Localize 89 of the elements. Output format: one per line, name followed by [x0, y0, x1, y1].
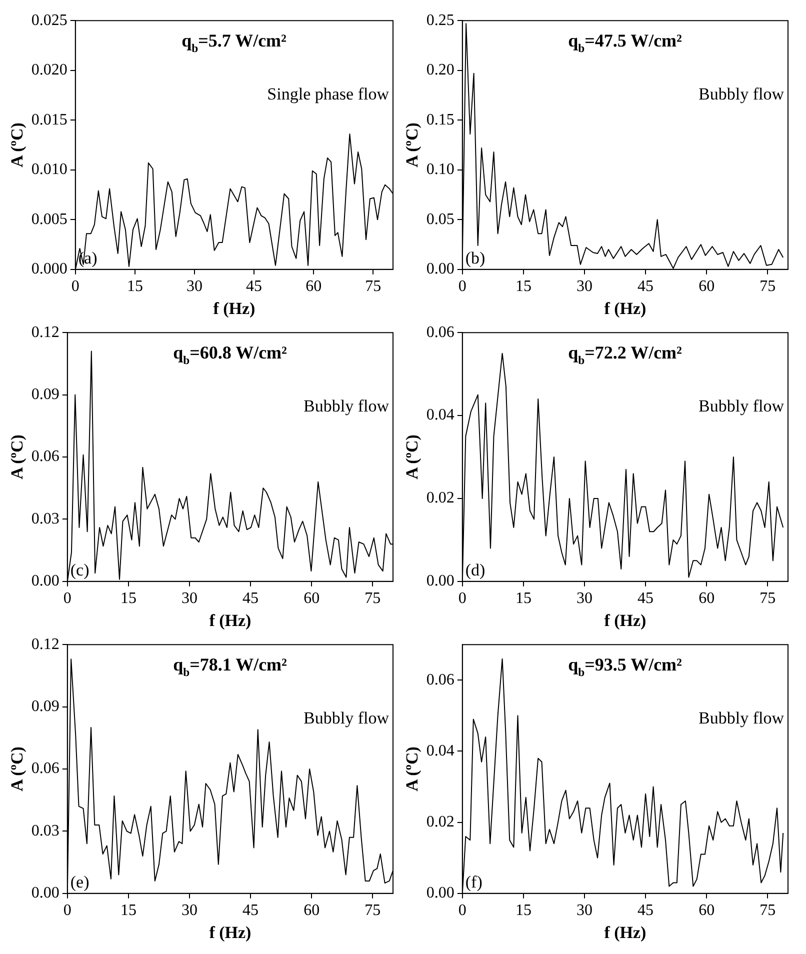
x-tick-label: 75: [365, 278, 382, 296]
x-tick-label: 75: [760, 902, 776, 920]
x-tick-label: 60: [698, 902, 715, 920]
y-tick-label: 0.03: [31, 510, 60, 528]
x-tick-label: 30: [576, 902, 592, 920]
x-axis-title: f (Hz): [604, 923, 646, 942]
annotation: (b): [465, 248, 486, 268]
y-tick-label: 0.00: [426, 572, 454, 590]
y-tick-label: 0.000: [31, 260, 68, 278]
x-tick-label: 45: [242, 590, 259, 608]
y-tick-label: 0.00: [426, 260, 454, 278]
annotation: Bubbly flow: [304, 708, 390, 728]
x-tick-label: 75: [364, 902, 381, 920]
y-tick-label: 0.12: [31, 324, 60, 341]
annotation: Bubbly flow: [698, 396, 785, 416]
x-tick-label: 75: [364, 590, 381, 608]
x-tick-label: 60: [306, 278, 322, 296]
annotation: (e): [70, 872, 90, 892]
x-axis-title: f (Hz): [213, 299, 256, 318]
x-axis-title: f (Hz): [604, 299, 646, 318]
y-axis-title: A (ºC): [402, 746, 422, 792]
x-tick-label: 15: [120, 902, 136, 920]
y-tick-label: 0.02: [426, 814, 454, 831]
y-tick-label: 0.010: [31, 161, 68, 178]
x-tick-label: 60: [304, 902, 320, 920]
x-tick-label: 30: [186, 278, 202, 296]
x-tick-label: 0: [458, 278, 466, 296]
x-tick-label: 15: [515, 590, 532, 608]
y-tick-label: 0.06: [426, 324, 454, 341]
annotation: Bubbly flow: [698, 708, 785, 728]
annotation: (d): [465, 560, 486, 580]
annotation: Bubbly flow: [304, 396, 390, 416]
y-tick-label: 0.03: [31, 822, 60, 840]
y-tick-label: 0.005: [31, 210, 68, 228]
y-axis-title: A (ºC): [8, 122, 27, 168]
y-tick-label: 0.00: [426, 884, 454, 902]
x-tick-label: 75: [760, 278, 776, 296]
annotation: (c): [70, 560, 90, 580]
y-tick-label: 0.025: [31, 12, 68, 29]
y-tick-label: 0.04: [426, 406, 454, 424]
x-tick-label: 15: [126, 278, 143, 296]
y-axis-title: A (ºC): [402, 434, 422, 480]
y-tick-label: 0.05: [426, 210, 454, 228]
y-tick-label: 0.00: [31, 572, 60, 590]
y-tick-label: 0.06: [31, 448, 60, 466]
x-tick-label: 0: [458, 902, 466, 920]
annotation: (f): [465, 872, 482, 892]
x-tick-label: 45: [638, 590, 654, 608]
x-tick-label: 45: [246, 278, 262, 296]
x-tick-label: 15: [515, 278, 532, 296]
x-tick-label: 0: [63, 902, 72, 920]
x-axis-title: f (Hz): [604, 611, 646, 630]
x-axis-title: f (Hz): [209, 611, 252, 630]
annotation: Single phase flow: [267, 84, 390, 104]
x-tick-label: 0: [63, 590, 72, 608]
x-tick-label: 45: [242, 902, 259, 920]
x-tick-label: 30: [576, 590, 592, 608]
x-tick-label: 0: [458, 590, 466, 608]
y-tick-label: 0.00: [31, 884, 60, 902]
y-tick-label: 0.15: [426, 111, 454, 128]
y-tick-label: 0.09: [31, 698, 60, 716]
y-tick-label: 0.06: [426, 671, 454, 688]
y-axis-title: A (ºC): [8, 746, 27, 792]
x-tick-label: 30: [182, 590, 198, 608]
y-tick-label: 0.25: [426, 12, 454, 29]
y-axis-title: A (ºC): [402, 122, 422, 168]
y-tick-label: 0.02: [426, 490, 454, 507]
y-tick-label: 0.20: [426, 62, 454, 79]
x-tick-label: 60: [304, 590, 320, 608]
x-tick-label: 45: [638, 902, 654, 920]
x-tick-label: 75: [760, 590, 776, 608]
y-tick-label: 0.06: [31, 760, 60, 778]
y-tick-label: 0.015: [31, 111, 68, 128]
x-tick-label: 45: [638, 278, 654, 296]
y-tick-label: 0.09: [31, 386, 60, 404]
y-tick-label: 0.020: [31, 62, 68, 79]
y-tick-label: 0.12: [31, 636, 60, 653]
x-tick-label: 0: [71, 278, 80, 296]
x-axis-title: f (Hz): [209, 923, 252, 942]
x-tick-label: 15: [120, 590, 136, 608]
x-tick-label: 15: [515, 902, 532, 920]
annotation: Bubbly flow: [698, 84, 785, 104]
x-tick-label: 30: [576, 278, 592, 296]
y-tick-label: 0.10: [426, 161, 454, 178]
x-tick-label: 60: [698, 278, 715, 296]
x-tick-label: 60: [698, 590, 715, 608]
y-tick-label: 0.04: [426, 742, 454, 760]
x-tick-label: 30: [182, 902, 198, 920]
y-axis-title: A (ºC): [8, 434, 27, 480]
